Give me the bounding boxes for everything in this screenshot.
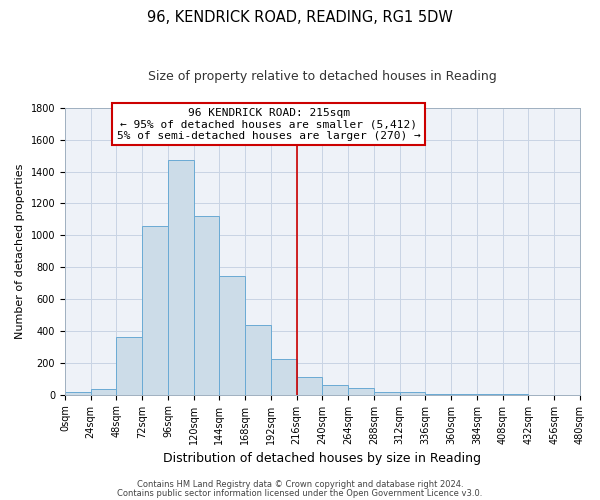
- Text: 96, KENDRICK ROAD, READING, RG1 5DW: 96, KENDRICK ROAD, READING, RG1 5DW: [147, 10, 453, 25]
- Title: Size of property relative to detached houses in Reading: Size of property relative to detached ho…: [148, 70, 497, 83]
- Bar: [142, 226, 168, 394]
- Bar: [220, 276, 245, 394]
- Bar: [91, 389, 116, 394]
- Bar: [374, 392, 400, 394]
- Bar: [322, 385, 348, 394]
- Text: 96 KENDRICK ROAD: 215sqm
← 95% of detached houses are smaller (5,412)
5% of semi: 96 KENDRICK ROAD: 215sqm ← 95% of detach…: [117, 108, 421, 141]
- Text: Contains HM Land Registry data © Crown copyright and database right 2024.: Contains HM Land Registry data © Crown c…: [137, 480, 463, 489]
- Bar: [271, 359, 296, 394]
- Bar: [348, 388, 374, 394]
- Y-axis label: Number of detached properties: Number of detached properties: [15, 164, 25, 339]
- Text: Contains public sector information licensed under the Open Government Licence v3: Contains public sector information licen…: [118, 488, 482, 498]
- Bar: [296, 377, 322, 394]
- Bar: [245, 324, 271, 394]
- Bar: [65, 392, 91, 394]
- X-axis label: Distribution of detached houses by size in Reading: Distribution of detached houses by size …: [163, 452, 481, 465]
- Bar: [116, 338, 142, 394]
- Bar: [400, 392, 425, 394]
- Bar: [168, 160, 194, 394]
- Bar: [194, 216, 220, 394]
